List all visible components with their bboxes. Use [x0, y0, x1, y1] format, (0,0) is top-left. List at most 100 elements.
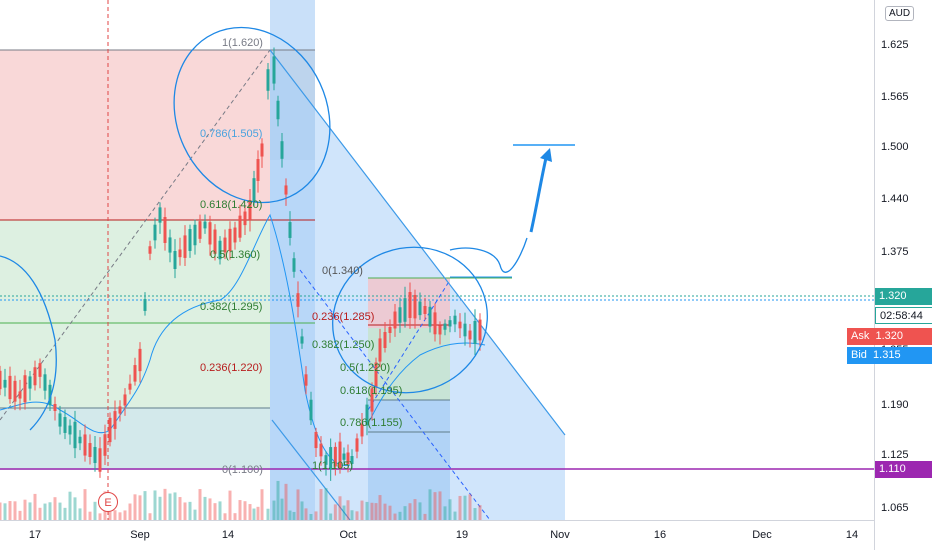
candle-body: [33, 367, 37, 386]
volume-bar: [413, 499, 417, 520]
candle-body: [248, 200, 252, 220]
bid-value: 1.315: [873, 349, 901, 361]
candle-body: [374, 362, 378, 388]
candle-body: [463, 323, 467, 337]
y-tick-label: 1.065: [881, 502, 909, 514]
candle-body: [433, 312, 437, 335]
volume-bar: [98, 513, 102, 520]
volume-bar: [48, 502, 52, 520]
volume-bar: [418, 502, 422, 520]
candle-body: [8, 375, 12, 400]
volume-bar: [350, 510, 354, 520]
candle-body: [453, 315, 457, 325]
fib-level-label: 0.382(1.295): [200, 301, 262, 313]
candle-body: [342, 453, 346, 460]
candle-body: [78, 436, 82, 444]
volume-bar: [43, 503, 47, 520]
volume-bar: [448, 499, 452, 520]
candle-body: [128, 383, 132, 390]
candle-body: [168, 237, 172, 253]
candle-body: [266, 69, 270, 91]
volume-bar: [296, 489, 300, 520]
candle-body: [113, 411, 117, 429]
volume-bar: [0, 502, 2, 520]
volume-bar: [58, 502, 62, 520]
volume-bar: [360, 500, 364, 520]
fib-level-label: 0.5(1.360): [210, 249, 260, 261]
candle-body: [143, 299, 147, 311]
volume-bar: [228, 490, 232, 520]
candle-body: [383, 332, 387, 348]
x-tick-label: 16: [653, 529, 667, 541]
volume-bar: [284, 483, 288, 520]
volume-bar: [333, 504, 337, 520]
candle-body: [58, 413, 62, 427]
lower-channel: [271, 419, 351, 520]
candle-body: [473, 321, 477, 344]
candle-body: [338, 441, 342, 469]
candle-body: [428, 306, 432, 327]
candle-body: [208, 222, 212, 245]
projection-diagonal: [299, 269, 491, 520]
candle-body: [38, 363, 42, 377]
annotation-circle: [173, 26, 331, 204]
volume-bar: [468, 494, 472, 520]
x-tick-label: Nov: [550, 529, 570, 541]
annotation-squiggle: [449, 237, 528, 273]
volume-bar: [158, 496, 162, 520]
candle-body: [423, 306, 427, 314]
candle-body: [218, 240, 222, 260]
candle-body: [276, 100, 280, 120]
volume-bar: [280, 498, 284, 520]
volume-bar: [128, 503, 132, 520]
candle-body: [0, 370, 2, 390]
volume-bar: [260, 489, 264, 520]
fib2-level-label: 0.236(1.285): [312, 311, 374, 323]
volume-bar: [28, 502, 32, 520]
volume-bar: [309, 513, 313, 520]
volume-bar: [93, 501, 97, 520]
volume-bar: [324, 488, 328, 520]
candle-body: [272, 56, 276, 84]
candle-body: [118, 406, 122, 414]
earnings-marker[interactable]: E: [98, 492, 118, 512]
volume-bar: [183, 502, 187, 520]
fib-level-label: 0.236(1.220): [200, 362, 262, 374]
price-axis[interactable]: AUD 1.6251.5651.5001.4401.3751.2551.1901…: [847, 0, 932, 550]
volume-bar: [88, 511, 92, 520]
volume-bar: [33, 493, 37, 520]
volume-bar: [408, 503, 412, 520]
y-tick-label: 1.625: [881, 39, 909, 51]
fib2-level-label: 0.382(1.250): [312, 339, 374, 351]
chart-plot-area[interactable]: 1(1.620) 0.786(1.505) 0.618(1.420) 0.5(1.36…: [0, 0, 874, 520]
candle-body: [296, 293, 300, 307]
candle-body: [73, 421, 77, 449]
candle-body: [13, 380, 17, 402]
volume-bar: [314, 511, 318, 520]
candle-body: [183, 235, 187, 258]
candle-body: [18, 391, 22, 399]
candle-body: [173, 251, 177, 269]
candle-body: [193, 224, 197, 246]
currency-label[interactable]: AUD: [885, 6, 915, 21]
band-line: [0, 213, 351, 467]
volume-bar: [173, 492, 177, 520]
candle-body: [458, 321, 462, 329]
candle-body: [198, 221, 202, 239]
volume-bar: [365, 501, 369, 520]
bid-badge: Bid 1.315: [847, 347, 932, 364]
candle-body: [233, 227, 237, 243]
y-tick-label: 1.125: [881, 449, 909, 461]
candle-body: [83, 434, 87, 456]
candle-body: [178, 249, 182, 258]
volume-bar: [68, 491, 72, 520]
candle-body: [138, 348, 142, 372]
time-axis[interactable]: 17 Sep 14 Oct 19 Nov 16 Dec 14: [0, 520, 874, 551]
candle-body: [213, 229, 217, 254]
candle-body: [88, 443, 92, 457]
volume-bar: [218, 501, 222, 520]
candle-body: [324, 455, 328, 465]
candle-body: [378, 338, 382, 362]
candle-body: [350, 456, 354, 464]
candle-body: [243, 211, 247, 226]
